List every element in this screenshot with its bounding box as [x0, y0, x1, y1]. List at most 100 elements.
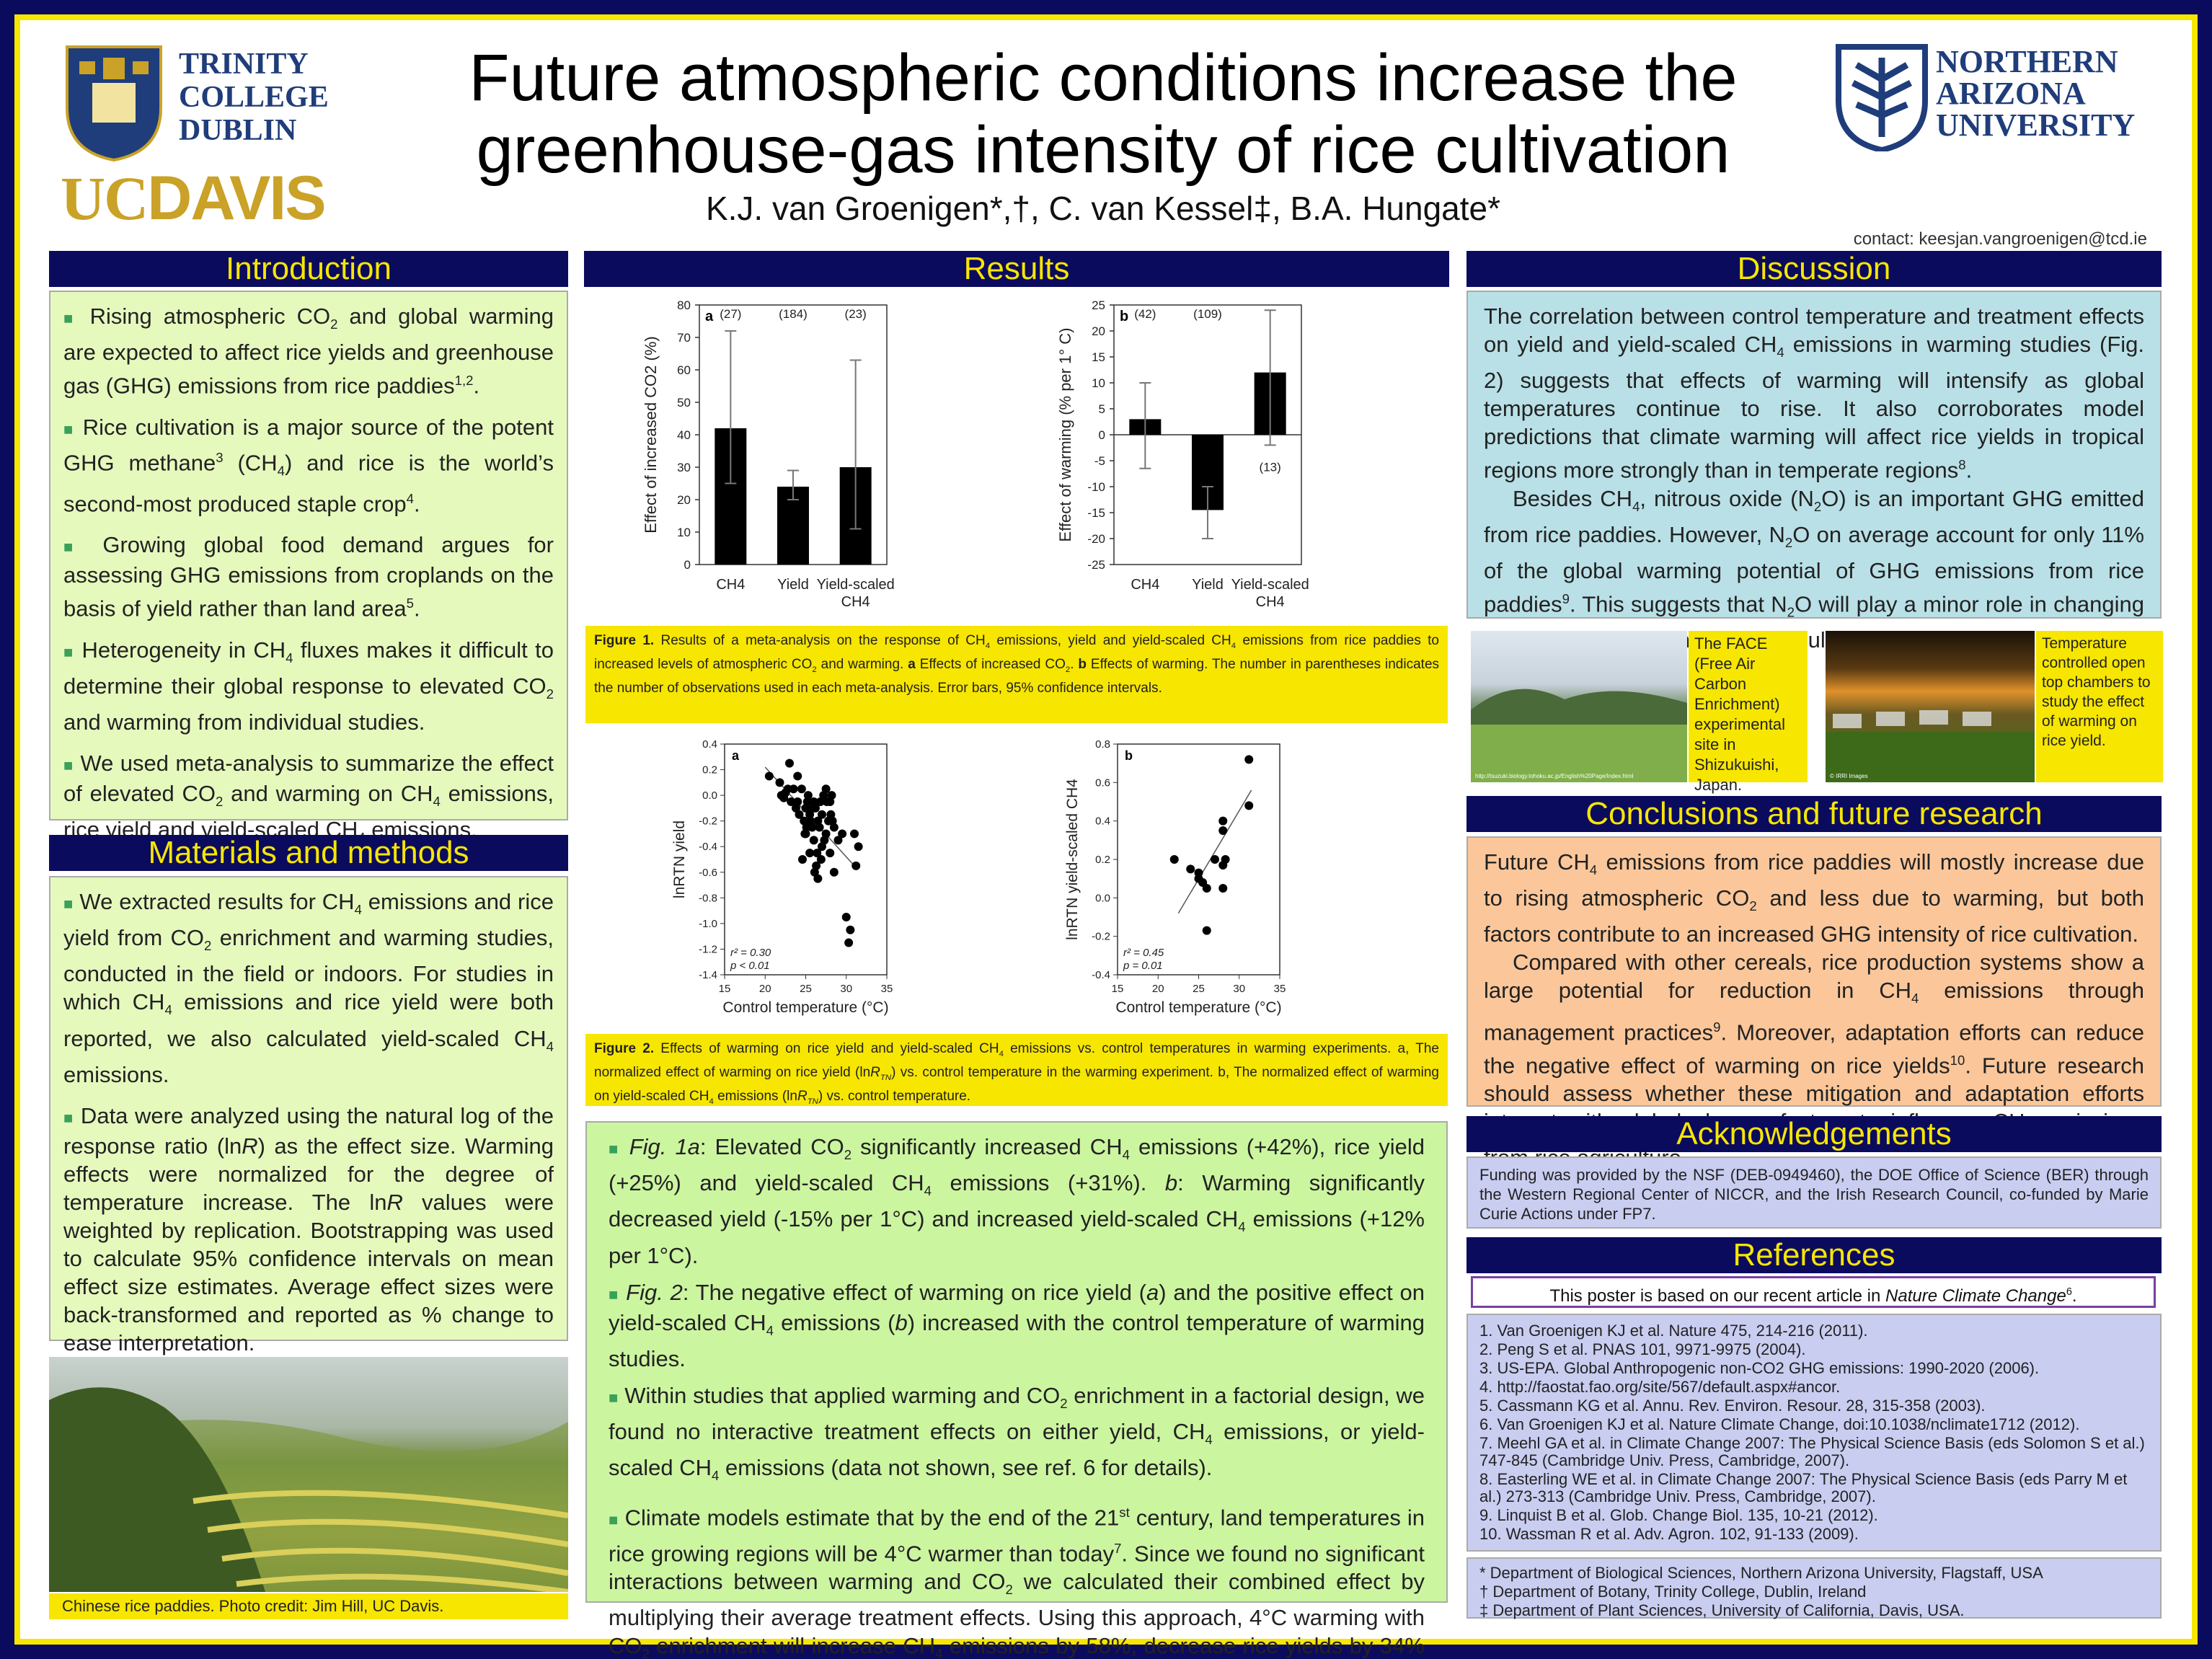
- discussion-box: The correlation between control temperat…: [1466, 291, 2162, 652]
- y-tick-label: 0.8: [1095, 738, 1110, 751]
- y-tick-label: 0.0: [1095, 892, 1110, 904]
- y-tick-label: 0.4: [1095, 815, 1110, 828]
- data-point: [821, 784, 831, 794]
- nau-shield-icon: [1836, 44, 1928, 154]
- figure-1a: 0 10 20 30 40 50 60 70 80 (27) (184) (23) CH4 Yield Yi…: [642, 298, 895, 610]
- data-point: [1221, 855, 1230, 864]
- figure-2b: -0.4 -0.2 0.0 0.2 0.4 0.6 0.8 15 20 25 30 35 b r² = 0…: [1064, 738, 1286, 1016]
- stat-r2: r² = 0.45: [1123, 947, 1164, 959]
- data-point: [1218, 826, 1228, 835]
- x-tick-label: 20: [1152, 983, 1164, 995]
- y-tick-label: 5: [1099, 402, 1105, 416]
- figure-1b: -25 -20 -15 -10 -5 0 5 10 15 20 25 (42) (109) (13) CH4…: [1056, 298, 1309, 610]
- x-tick-label: 25: [800, 983, 812, 995]
- data-point: [829, 867, 839, 877]
- reference-item: 8. Easterling WE et al. in Climate Chang…: [1479, 1470, 2128, 1505]
- y-tick-label: 60: [677, 363, 691, 377]
- data-point: [1218, 884, 1228, 893]
- ucdavis-davis: DAVIS: [147, 164, 326, 233]
- x-axis-label: Control temperature (°C): [722, 999, 888, 1016]
- panel-label: a: [732, 748, 740, 763]
- title-line-2: greenhouse-gas intensity of rice cultiva…: [476, 113, 1730, 187]
- y-tick-label: -1.4: [699, 969, 717, 981]
- y-tick-label: 0.0: [702, 789, 717, 802]
- stat-p: p < 0.01: [730, 960, 770, 972]
- data-point: [844, 938, 854, 947]
- data-point: [800, 829, 810, 839]
- n-label: (109): [1193, 307, 1222, 321]
- data-point: [820, 836, 829, 845]
- references-header: References: [1466, 1237, 2162, 1273]
- y-tick-label: -5: [1094, 454, 1105, 468]
- open-top-chambers-image: © IRRI Images: [1826, 710, 2035, 782]
- open-top-chambers-photo: © IRRI Images: [1826, 631, 2035, 782]
- reference-item: 2. Peng S et al. PNAS 101, 9971-9975 (20…: [1479, 1340, 1806, 1358]
- face-site-photo: http://tsuzuki.biology.tohoku.ac.jp/Engl…: [1471, 631, 1687, 782]
- data-point: [779, 793, 789, 802]
- data-point: [815, 823, 824, 832]
- data-point: [813, 849, 822, 858]
- data-point: [841, 913, 851, 921]
- y-tick-label: 10: [677, 526, 691, 539]
- reference-item: 1. Van Groenigen KJ et al. Nature 475, 2…: [1479, 1322, 1868, 1340]
- n-label: (27): [720, 307, 741, 321]
- reference-item: 10. Wassman R et al. Adv. Agron. 102, 91…: [1479, 1525, 1859, 1543]
- data-point: [787, 797, 796, 806]
- poster-title: Future atmospheric conditions increase t…: [404, 42, 1802, 186]
- reference-item: 7. Meehl GA et al. in Climate Change 200…: [1479, 1434, 2145, 1469]
- data-point: [783, 784, 792, 794]
- data-point: [805, 816, 813, 826]
- category-label: Yield: [1192, 577, 1224, 593]
- data-point: [802, 797, 812, 806]
- y-axis-label: Effect of increased CO2 (%): [642, 336, 660, 534]
- n-label: (23): [845, 307, 867, 321]
- data-point: [805, 810, 815, 819]
- data-point: [775, 778, 784, 787]
- x-tick-label: 35: [881, 983, 893, 995]
- face-site-image: http://tsuzuki.biology.tohoku.ac.jp/Engl…: [1471, 689, 1687, 782]
- panel-label: b: [1125, 748, 1133, 763]
- data-point: [846, 925, 855, 934]
- panel-label: a: [705, 309, 714, 324]
- ucdavis-uc: UC: [61, 164, 149, 233]
- panel-label: b: [1120, 309, 1128, 324]
- y-tick-label: 80: [677, 298, 691, 312]
- category-label-line2: CH4: [841, 594, 870, 610]
- data-point: [1244, 801, 1254, 810]
- y-tick-label: 0: [1099, 428, 1105, 442]
- data-point: [827, 791, 836, 800]
- acknowledgements-header: Acknowledgements: [1466, 1116, 2162, 1152]
- y-tick-label: 0.4: [702, 738, 717, 751]
- data-point: [850, 829, 859, 839]
- category-label: Yield-scaled: [817, 577, 895, 593]
- authors: K.J. van Groenigen*,†, C. van Kessel‡, B…: [705, 190, 1501, 227]
- category-label: CH4: [1131, 577, 1159, 593]
- data-point: [803, 791, 813, 800]
- tcd-crest-icon: [66, 45, 162, 162]
- y-tick-label: 50: [677, 396, 691, 410]
- data-point: [854, 842, 863, 851]
- x-tick-label: 30: [840, 983, 852, 995]
- data-point: [810, 867, 819, 877]
- contact: contact: keesjan.vangroenigen@tcd.ie: [1853, 229, 2147, 249]
- data-point: [815, 797, 825, 806]
- data-point: [813, 874, 823, 883]
- n-label: (42): [1134, 307, 1156, 321]
- trend-line: [1177, 789, 1252, 914]
- y-tick-label: 70: [677, 331, 691, 345]
- category-label-line2: CH4: [1256, 594, 1285, 610]
- data-point: [838, 829, 847, 839]
- data-point: [1244, 755, 1254, 764]
- category-label: CH4: [716, 577, 745, 593]
- y-tick-label: -0.8: [699, 892, 717, 904]
- rice-terraces-image: [49, 1387, 568, 1592]
- tcd-line1: TRINITY: [179, 48, 309, 81]
- nau-line1: NORTHERN: [1936, 44, 2118, 79]
- figure-2a: -1.4 -1.2 -1.0 -0.8 -0.6 -0.4 -0.2 0.0 0.2 0.4 15 2…: [671, 738, 893, 1016]
- data-point: [793, 771, 802, 781]
- y-tick-label: 0.2: [1095, 854, 1110, 866]
- results-summary-box: ■ Fig. 1a: Elevated CO2 significantly in…: [585, 1121, 1448, 1659]
- methods-box: ■ We extracted results for CH4 emissions…: [49, 876, 568, 1355]
- y-axis-label: lnRTN yield: [671, 820, 688, 898]
